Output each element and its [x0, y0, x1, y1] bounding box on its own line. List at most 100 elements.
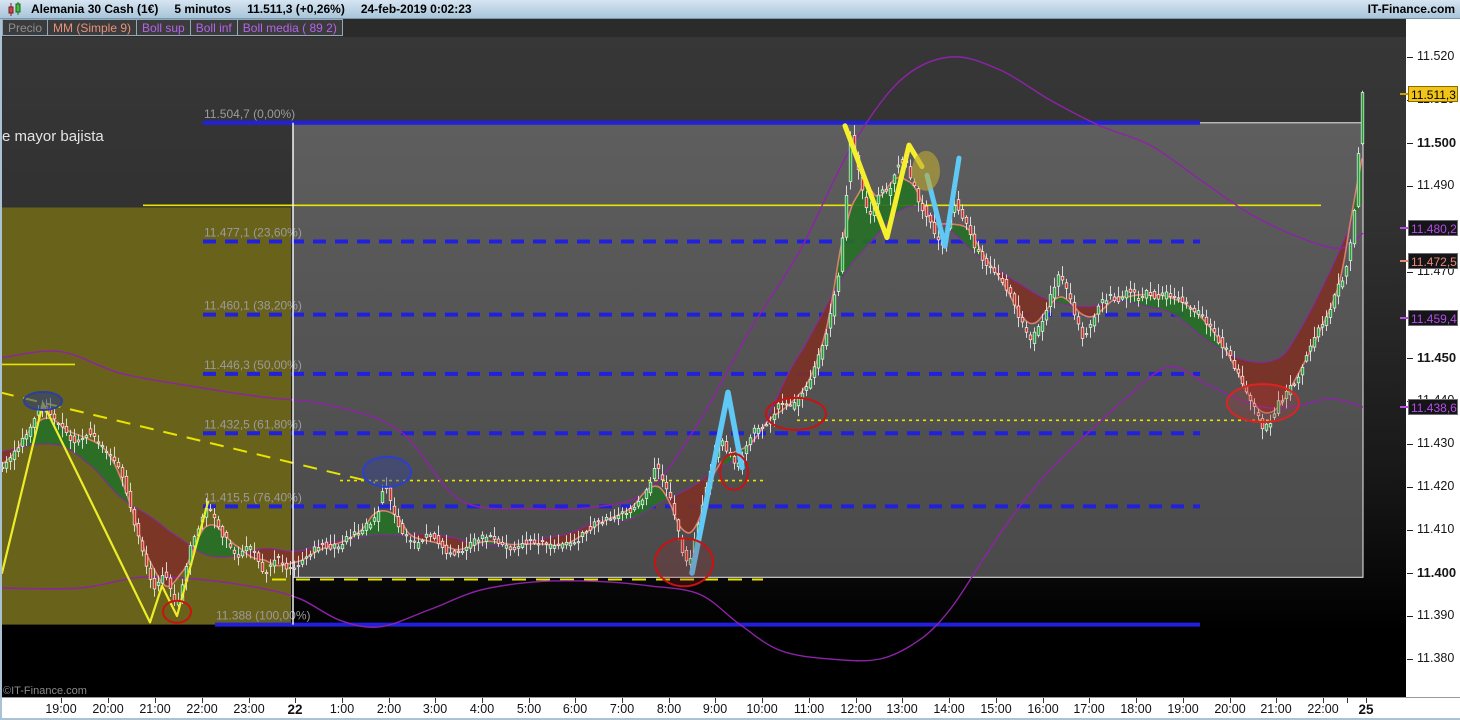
- indicator-value-box: 11.459,4: [1408, 309, 1458, 326]
- time-tick: [1366, 698, 1367, 703]
- time-tick: [1043, 698, 1044, 703]
- gray-zone: [292, 122, 1364, 578]
- time-tick: [389, 698, 390, 703]
- candles-layer: [0, 90, 1365, 608]
- price-axis-value-boxes: 11.511,3 11.480,2 11.472,5 11.459,4 11.438,6: [1398, 19, 1460, 697]
- time-tick: [996, 698, 997, 703]
- time-tick-label: 3:00: [422, 702, 448, 716]
- time-tick: [762, 698, 763, 703]
- time-tick: [949, 698, 950, 703]
- time-tick-label: 14:00: [933, 702, 965, 716]
- price-tick: [1407, 444, 1413, 445]
- time-tick: [108, 698, 109, 703]
- time-tick: [61, 698, 62, 703]
- time-tick: [1089, 698, 1090, 703]
- indicator-value-box: 11.438,6: [1408, 399, 1458, 416]
- price-tick: [1407, 573, 1413, 574]
- value-box-tick: [1400, 260, 1409, 263]
- value-box-tick: [1400, 93, 1409, 96]
- zigzag-annotation[interactable]: [0, 402, 210, 624]
- time-tick: [575, 698, 576, 703]
- time-tick-label: 20:00: [1214, 702, 1246, 716]
- bearish-cloud: [668, 470, 716, 533]
- fib-level-label: 11.432,5 (61,80%): [204, 417, 302, 431]
- window-left-border: [0, 19, 2, 718]
- time-tick-label: 19:00: [1167, 702, 1199, 716]
- chart-canvas[interactable]: 11.504,7 (0,00%) 11.477,1 (23,60%) 11.460,…: [0, 0, 1406, 697]
- indicator-value-box: 11.472,5: [1408, 253, 1458, 270]
- time-tick-label: 9:00: [702, 702, 728, 716]
- time-tick: [435, 698, 436, 703]
- ellipse-annotation[interactable]: [654, 537, 714, 588]
- time-tick: [249, 698, 250, 703]
- time-tick-label: 4:00: [469, 702, 495, 716]
- time-tick-label: 20:00: [92, 702, 124, 716]
- bearish-cloud: [1227, 228, 1350, 413]
- indicator-chip-1[interactable]: Precio: [2, 19, 49, 36]
- quote-datetime: 24-feb-2019 0:02:23: [360, 2, 472, 16]
- bearish-cloud: [130, 504, 194, 587]
- ellipse-annotation[interactable]: [765, 396, 827, 431]
- title-bar: Alemania 30 Cash (1€) 5 minutos 11.511,3…: [0, 0, 1460, 19]
- time-tick-label: 22: [287, 702, 303, 717]
- bearish-cloud: [762, 294, 833, 428]
- value-box-tick: [1400, 227, 1409, 230]
- ellipse-annotation[interactable]: [362, 455, 412, 488]
- price-chart-svg: 11.504,7 (0,00%) 11.477,1 (23,60%) 11.460,…: [0, 56, 1365, 662]
- ellipse-annotation[interactable]: [719, 452, 749, 491]
- indicator-legend-bar: Precio MM (Simple 9) Boll sup Boll inf Boll …: [2, 19, 1406, 37]
- indicator-chip-5[interactable]: Boll media ( 89 2): [236, 19, 343, 36]
- indicator-chip-2[interactable]: MM (Simple 9): [47, 19, 138, 36]
- ellipse-annotation[interactable]: [162, 599, 192, 624]
- fib-level-label: 11.446,3 (50,00%): [204, 358, 302, 372]
- time-tick-label: 2:00: [376, 702, 402, 716]
- zigzag-annotation[interactable]: [689, 389, 745, 576]
- time-tick-label: 21:00: [139, 702, 171, 716]
- last-price-box: 11.511,3: [1408, 86, 1458, 103]
- time-tick: [1347, 698, 1348, 703]
- time-tick: [856, 698, 857, 703]
- time-axis[interactable]: 19:00 20:00 21:00 22:00 23:00 22 1:00 2:00 3:00 4…: [0, 697, 1460, 720]
- price-tick: [1407, 659, 1413, 660]
- time-tick-label: 11:00: [793, 702, 825, 716]
- time-tick-label: 15:00: [980, 702, 1012, 716]
- time-tick-label: 23:00: [233, 702, 265, 716]
- indicator-chip-3[interactable]: Boll sup: [136, 19, 191, 36]
- price-tick: [1407, 57, 1413, 58]
- price-tick-label: 11.490: [1417, 178, 1455, 192]
- ellipse-annotation[interactable]: [23, 391, 63, 411]
- instrument-name: Alemania 30 Cash (1€): [31, 2, 159, 16]
- zigzag-annotation[interactable]: [924, 155, 962, 249]
- value-box-tick: [1400, 316, 1409, 319]
- time-tick-label: 1:00: [329, 702, 355, 716]
- fib-level-label: 11.477,1 (23,60%): [204, 225, 302, 239]
- time-tick: [529, 698, 530, 703]
- time-tick: [482, 698, 483, 703]
- fib-level-label: 11.504,7 (0,00%): [204, 107, 295, 121]
- ellipse-annotation[interactable]: [912, 150, 940, 191]
- time-tick: [715, 698, 716, 703]
- last-price-change: 11.511,3 (+0,26%): [247, 2, 345, 16]
- price-tick-label: 11.390: [1417, 608, 1455, 622]
- time-tick: [809, 698, 810, 703]
- price-tick: [1407, 186, 1413, 187]
- chart-text-annotation: e mayor bajista: [2, 128, 104, 145]
- time-tick-label: 12:00: [840, 702, 872, 716]
- ellipse-annotation[interactable]: [1226, 383, 1300, 424]
- price-tick-label: 11.410: [1417, 522, 1455, 536]
- zigzag-annotation[interactable]: [842, 123, 925, 241]
- price-tick-label: 11.400: [1417, 565, 1457, 580]
- bollinger-inf-line: [0, 365, 1364, 662]
- indicator-chip-4[interactable]: Boll inf: [189, 19, 238, 36]
- value-box-tick: [1400, 406, 1409, 409]
- brand-label: IT-Finance.com: [1367, 2, 1455, 16]
- watermark-text: ©IT-Finance.com: [3, 685, 87, 697]
- time-tick: [155, 698, 156, 703]
- price-tick-label: 11.520: [1417, 49, 1455, 63]
- time-tick: [202, 698, 203, 703]
- time-tick-label: 25: [1358, 702, 1374, 717]
- fib-level-label: 11.460,1 (38,20%): [204, 299, 302, 313]
- time-tick: [1276, 698, 1277, 703]
- time-tick-label: 8:00: [656, 702, 682, 716]
